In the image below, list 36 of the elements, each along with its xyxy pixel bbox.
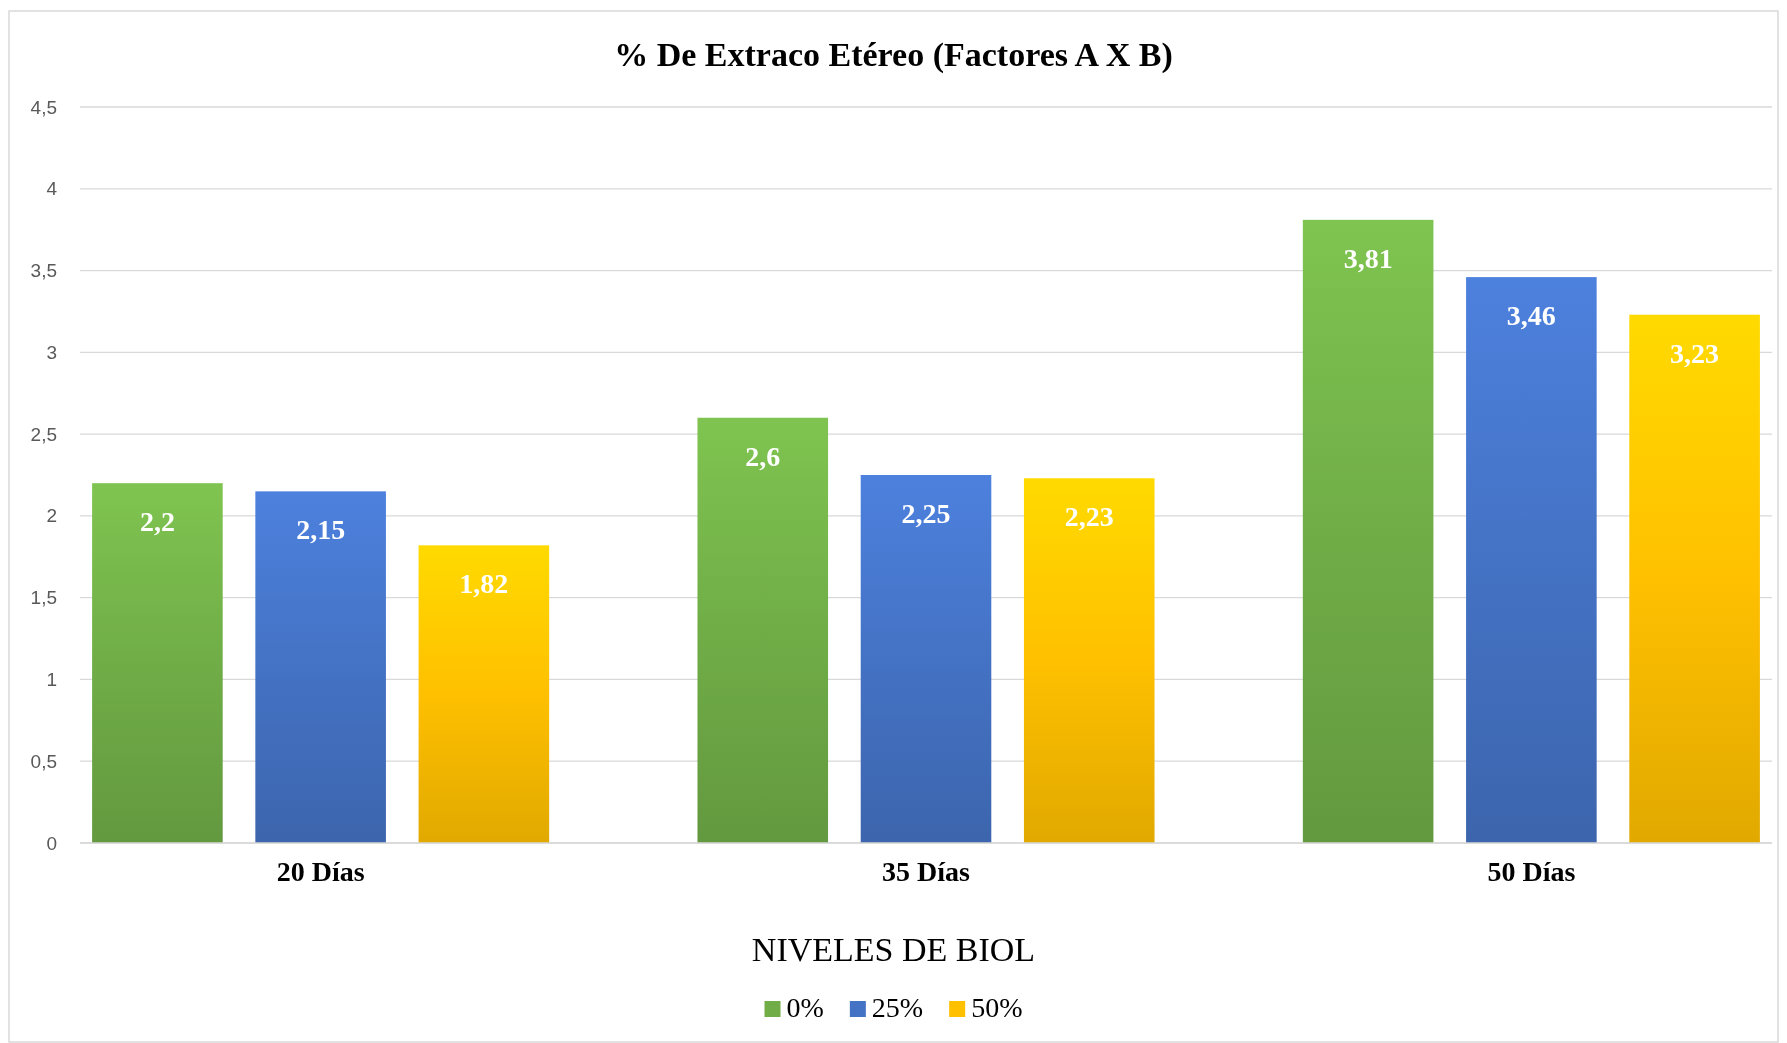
bar	[418, 545, 550, 843]
bar	[1466, 277, 1597, 843]
bar	[1023, 478, 1155, 843]
data-label: 2,6	[745, 440, 781, 472]
y-tick-label: 1,5	[30, 587, 57, 609]
data-label: 2,2	[139, 506, 175, 538]
chart-title: % De Extraco Etéreo (Factores A X B)	[614, 36, 1173, 74]
bar	[1629, 314, 1760, 843]
x-tick-label: 35 Días	[882, 856, 971, 887]
data-label: 3,46	[1506, 300, 1556, 332]
y-tick-label: 0,5	[30, 750, 57, 772]
data-label: 2,23	[1064, 501, 1114, 533]
data-label: 2,15	[296, 514, 346, 546]
legend-label: 25%	[871, 992, 924, 1023]
x-tick-label: 50 Días	[1487, 856, 1576, 887]
y-tick-label: 1	[46, 669, 57, 691]
y-tick-label: 0	[46, 832, 57, 854]
legend-label: 0%	[786, 992, 824, 1023]
bar	[860, 475, 992, 843]
y-tick-label: 2	[46, 505, 57, 527]
y-tick-label: 3	[46, 341, 57, 363]
y-tick-label: 4,5	[30, 96, 57, 118]
legend-label: 50%	[971, 992, 1023, 1023]
data-label: 1,82	[459, 568, 509, 600]
x-tick-label: 20 Días	[276, 856, 365, 887]
x-axis-title: NIVELES DE BIOL	[751, 931, 1036, 968]
data-label: 3,23	[1670, 337, 1720, 369]
y-tick-label: 3,5	[30, 260, 57, 282]
y-tick-label: 4	[46, 178, 58, 200]
bar	[697, 417, 829, 843]
data-label: 3,81	[1343, 242, 1393, 274]
y-tick-label: 2,5	[30, 423, 57, 445]
bar	[1302, 219, 1434, 843]
data-label: 2,25	[901, 498, 951, 529]
bar	[92, 483, 223, 843]
bar	[255, 491, 386, 843]
